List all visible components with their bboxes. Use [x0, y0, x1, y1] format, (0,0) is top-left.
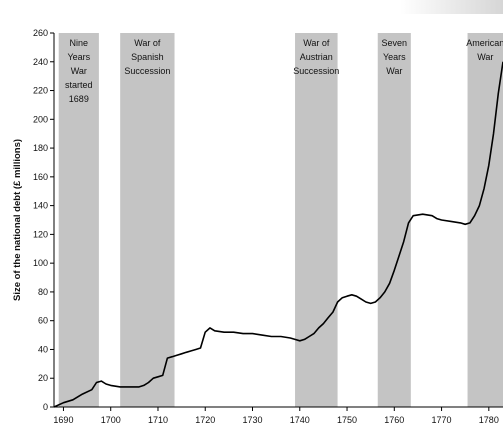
x-tick-label: 1770: [432, 415, 452, 425]
war-band-1: [120, 33, 175, 407]
war-band-0-label-line-3: started: [65, 80, 93, 90]
y-tick-label: 200: [33, 114, 48, 124]
war-band-labels: Nine Years War started 1689 War of Spanish Succ…: [65, 38, 503, 104]
x-tick-label: 1690: [53, 415, 73, 425]
x-tick-label: 1700: [101, 415, 121, 425]
war-band-3-label-line-1: Years: [383, 52, 406, 62]
x-tick-label: 1720: [195, 415, 215, 425]
war-band-2: [295, 33, 338, 407]
y-tick-label: 240: [33, 57, 48, 67]
x-tick-label: 1760: [384, 415, 404, 425]
y-tick-label: 0: [43, 402, 48, 412]
war-band-0-label-line-4: 1689: [69, 94, 89, 104]
y-axis-label: Size of the national debt (£ millions): [12, 139, 23, 301]
war-band-3-label-line-0: Seven: [382, 38, 408, 48]
war-band-1-label-line-1: Spanish: [131, 52, 164, 62]
war-band-2-label-line-0: War of: [303, 38, 330, 48]
war-band-4-label-line-1: War: [477, 52, 493, 62]
y-tick-label: 40: [38, 344, 48, 354]
war-band-3-label-line-2: War: [386, 66, 402, 76]
x-ticks: 1690 1700 1710 1720 1730 1740 1750 1760 1770 1780: [53, 407, 499, 425]
war-bands: [58, 33, 503, 407]
war-band-1-label-line-2: Succession: [124, 66, 170, 76]
y-tick-label: 140: [33, 201, 48, 211]
war-band-4-label-line-0: American: [466, 38, 503, 48]
war-band-0-label-line-1: Years: [67, 52, 90, 62]
war-band-2-label-line-2: Succession: [293, 66, 339, 76]
y-tick-label: 60: [38, 316, 48, 326]
y-ticks: 0 20 40 60 80 100 120 140 160 180 200 220 240 260: [33, 28, 54, 412]
y-tick-label: 260: [33, 28, 48, 38]
war-band-0: [58, 33, 99, 407]
debt-series: [53, 61, 503, 408]
y-tick-label: 160: [33, 172, 48, 182]
debt-line-0: [53, 61, 503, 408]
y-tick-label: 180: [33, 143, 48, 153]
y-tick-label: 100: [33, 258, 48, 268]
top-gradient-bar: [400, 0, 503, 14]
y-tick-label: 20: [38, 373, 48, 383]
x-tick-label: 1730: [242, 415, 262, 425]
war-band-2-label-line-1: Austrian: [300, 52, 333, 62]
war-band-0-label-line-0: Nine: [70, 38, 89, 48]
x-tick-label: 1750: [337, 415, 357, 425]
y-tick-label: 120: [33, 229, 48, 239]
y-tick-label: 220: [33, 86, 48, 96]
war-band-3: [377, 33, 411, 407]
war-band-1-label-line-0: War of: [134, 38, 161, 48]
war-band-0-label-line-2: War: [71, 66, 87, 76]
axes: [53, 33, 503, 408]
x-tick-label: 1780: [479, 415, 499, 425]
y-tick-label: 80: [38, 287, 48, 297]
x-tick-label: 1710: [148, 415, 168, 425]
x-tick-label: 1740: [290, 415, 310, 425]
war-band-4: [467, 33, 503, 407]
